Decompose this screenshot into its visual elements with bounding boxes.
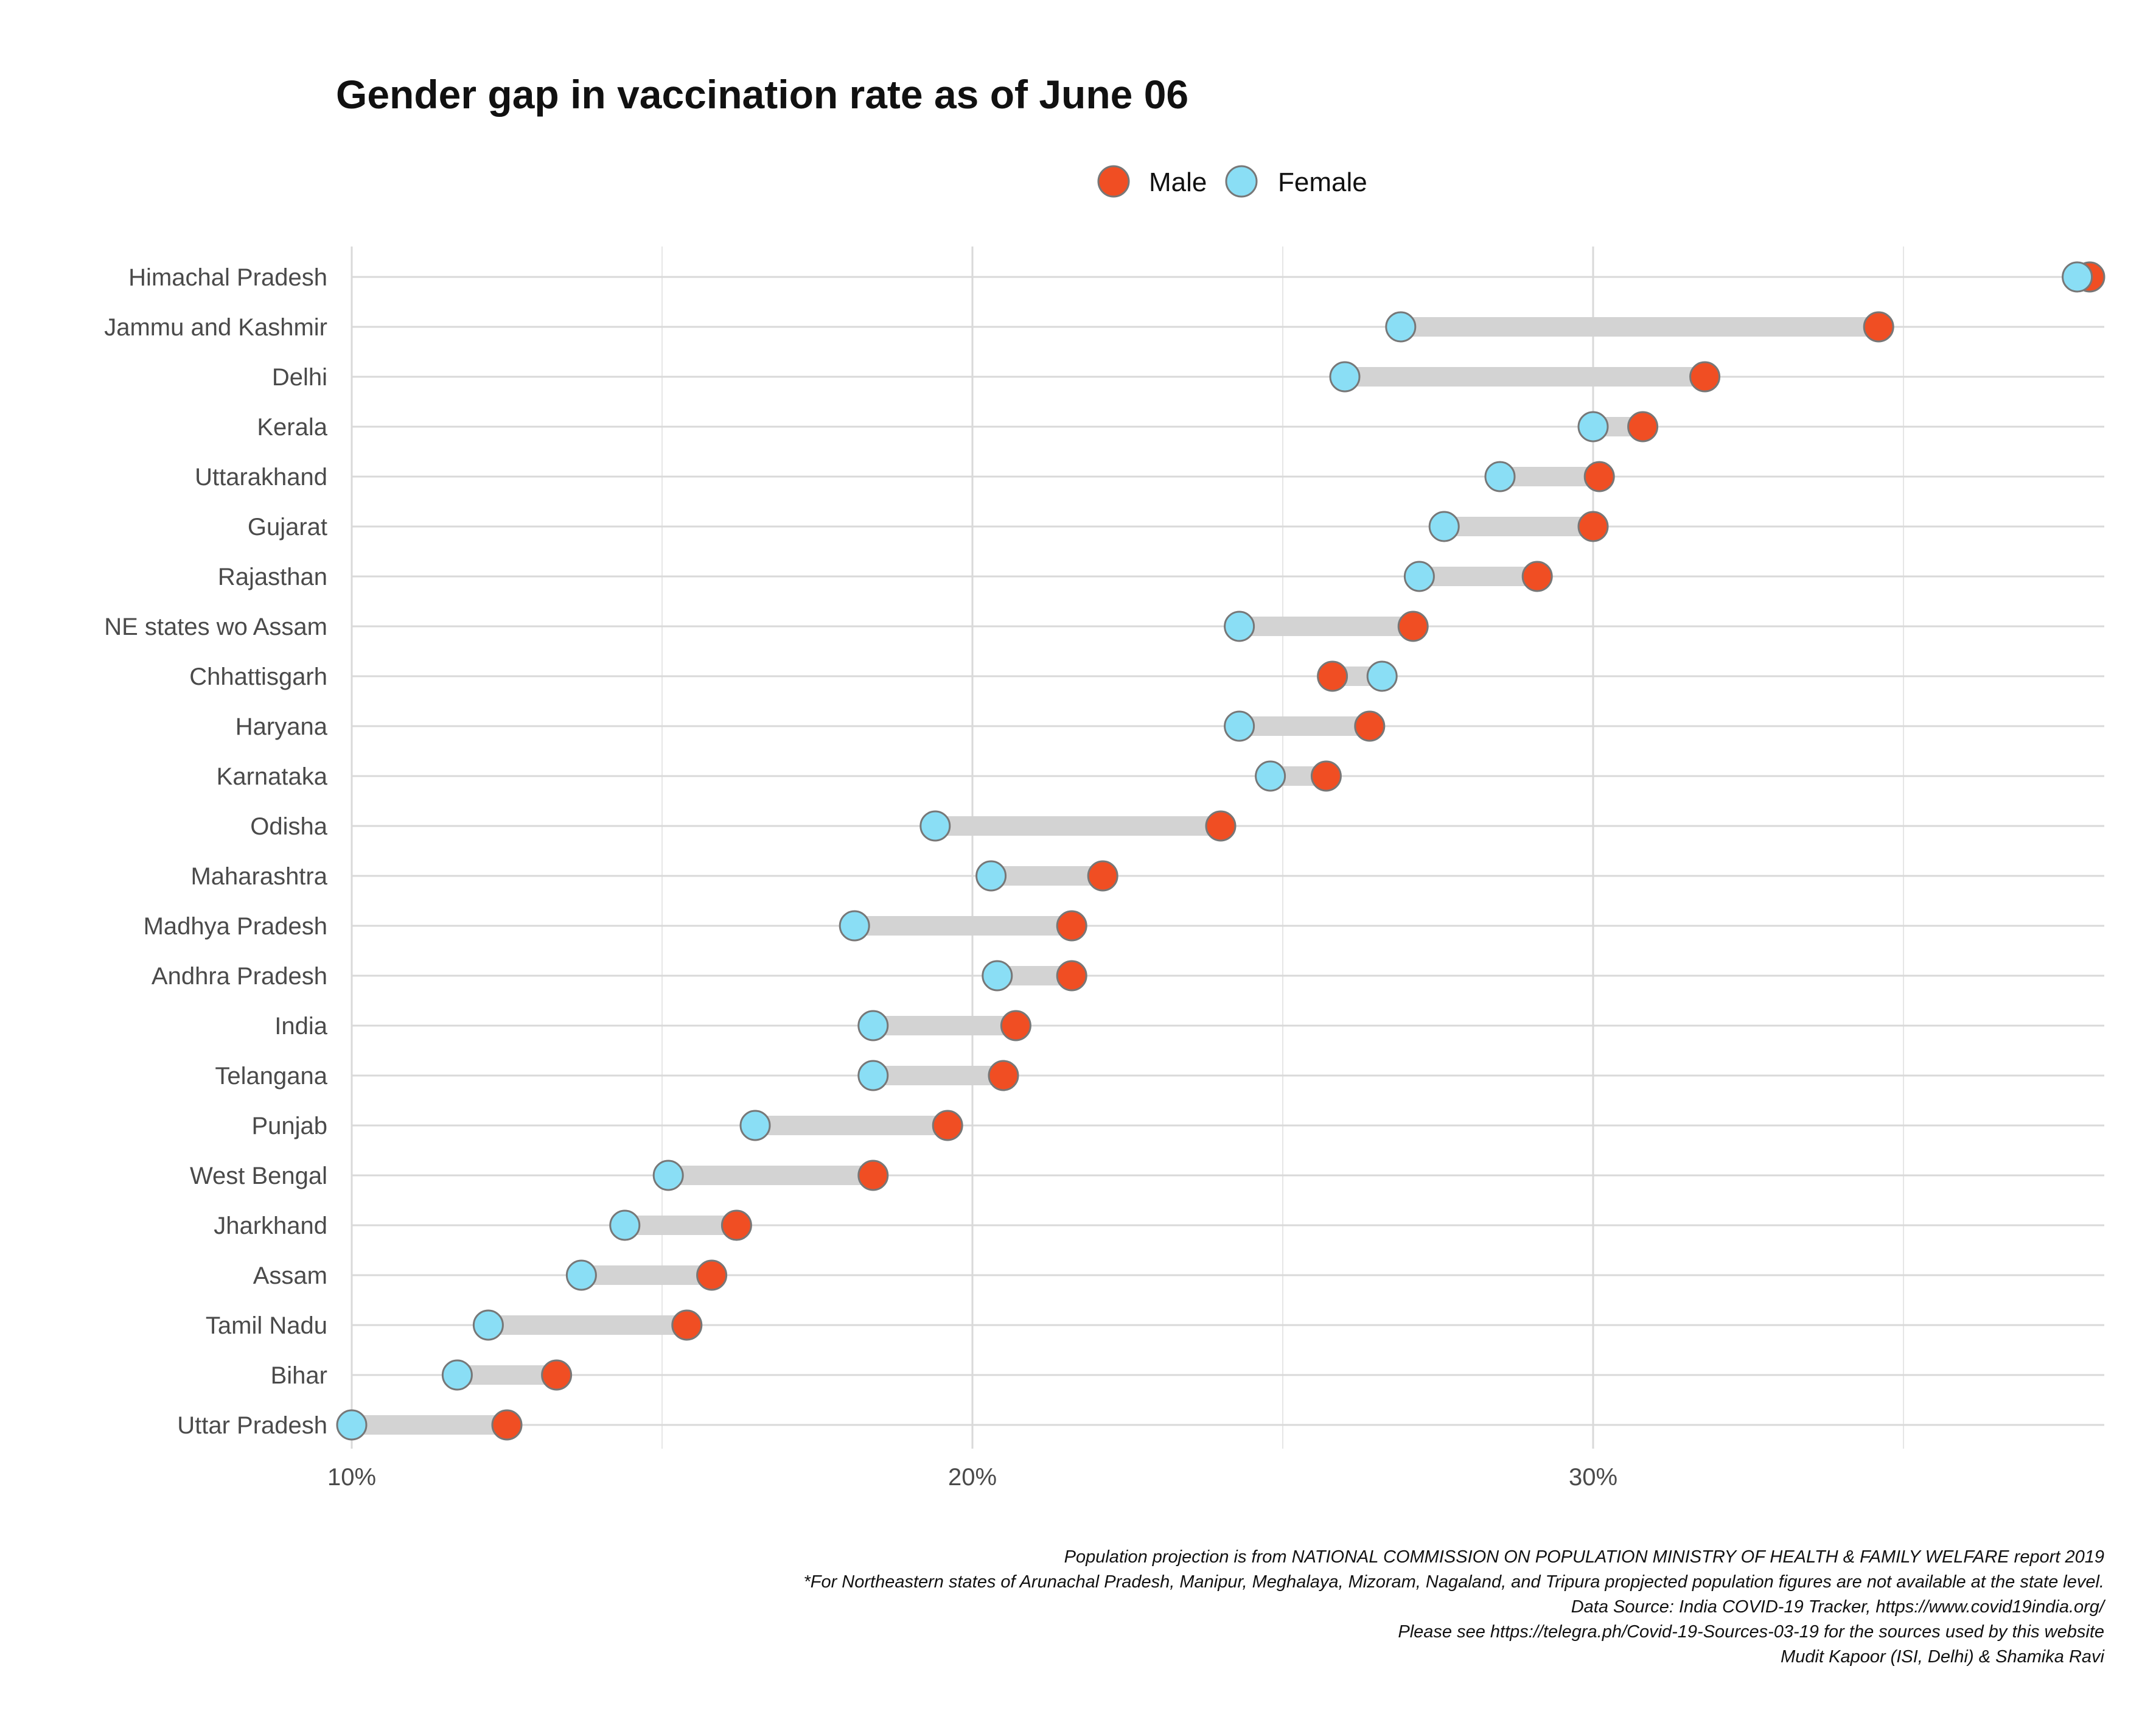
female-point xyxy=(336,1409,368,1441)
category-label: Andhra Pradesh xyxy=(152,963,327,990)
female-point xyxy=(982,960,1013,992)
category-label: Delhi xyxy=(272,364,327,391)
male-point xyxy=(720,1209,752,1241)
footnote-northeast-states: *For Northeastern states of Arunachal Pr… xyxy=(803,1572,2104,1592)
male-point xyxy=(1583,461,1615,492)
category-label: Punjab xyxy=(251,1113,327,1139)
category-label: India xyxy=(274,1013,327,1040)
category-label: West Bengal xyxy=(190,1163,327,1189)
category-label: Himachal Pradesh xyxy=(128,264,327,291)
x-axis-labels: 10% 20% 30% xyxy=(327,1464,1617,1491)
y-axis-labels: Himachal Pradesh Jammu and Kashmir Delhi Ke… xyxy=(104,264,328,1439)
x-tick-label: 30% xyxy=(1569,1464,1617,1491)
female-point xyxy=(1224,710,1255,742)
male-point xyxy=(541,1359,573,1391)
female-point xyxy=(839,910,870,942)
category-label: Haryana xyxy=(235,713,328,740)
footnote-data-source: Data Source: India COVID-19 Tracker, htt… xyxy=(1571,1597,2106,1617)
male-point xyxy=(1863,311,1894,343)
category-label: Maharashtra xyxy=(190,863,327,890)
female-point xyxy=(857,1010,889,1041)
female-point xyxy=(1255,760,1286,792)
female-point xyxy=(919,810,951,842)
female-point xyxy=(1403,561,1435,592)
female-point xyxy=(565,1259,597,1291)
female-point xyxy=(2062,261,2093,293)
legend-male-label: Male xyxy=(1149,167,1207,197)
x-tick-label: 10% xyxy=(327,1464,376,1491)
category-label: Jharkhand xyxy=(214,1212,327,1239)
data-points xyxy=(336,261,2105,1441)
male-point xyxy=(988,1060,1019,1091)
male-point xyxy=(1000,1010,1031,1041)
female-point xyxy=(441,1359,473,1391)
category-label: Karnataka xyxy=(217,763,328,790)
male-point xyxy=(1310,760,1342,792)
female-point xyxy=(652,1160,684,1191)
female-point xyxy=(1385,311,1417,343)
male-point xyxy=(696,1259,728,1291)
male-point xyxy=(932,1110,963,1141)
category-label: Jammu and Kashmir xyxy=(104,314,327,341)
male-point xyxy=(1689,361,1721,393)
male-point xyxy=(1205,810,1237,842)
category-label: Rajasthan xyxy=(218,564,327,590)
female-point xyxy=(975,860,1007,892)
footnote-sources-link: Please see https://telegra.ph/Covid-19-S… xyxy=(1398,1622,2104,1642)
category-label: Uttar Pradesh xyxy=(177,1412,327,1439)
legend-female-label: Female xyxy=(1278,167,1367,197)
male-point xyxy=(857,1160,889,1191)
category-label: NE states wo Assam xyxy=(104,614,327,640)
category-label: Bihar xyxy=(271,1362,327,1389)
chart-title: Gender gap in vaccination rate as of Jun… xyxy=(336,72,1188,117)
female-point xyxy=(1366,660,1398,692)
male-point xyxy=(1056,960,1087,992)
female-point xyxy=(1428,511,1460,542)
female-point xyxy=(1577,411,1609,443)
footnote-population-source: Population projection is from NATIONAL C… xyxy=(1064,1547,2104,1567)
legend-male-swatch xyxy=(1097,165,1130,198)
male-point xyxy=(1317,660,1348,692)
category-label: Telangana xyxy=(215,1063,327,1090)
male-point xyxy=(671,1309,703,1341)
male-point xyxy=(491,1409,523,1441)
female-point xyxy=(739,1110,771,1141)
footnotes: Population projection is from NATIONAL C… xyxy=(803,1547,2105,1667)
female-point xyxy=(1484,461,1516,492)
female-point xyxy=(609,1209,641,1241)
category-label: Chhattisgarh xyxy=(189,663,327,690)
male-point xyxy=(1627,411,1659,443)
category-label: Gujarat xyxy=(248,514,327,541)
male-point xyxy=(1397,611,1429,642)
category-label: Kerala xyxy=(257,414,327,441)
legend-female-swatch xyxy=(1225,165,1258,198)
male-point xyxy=(1521,561,1553,592)
gap-bars xyxy=(352,267,2090,1435)
category-label: Uttarakhand xyxy=(195,464,327,491)
female-point xyxy=(857,1060,889,1091)
female-point xyxy=(1224,611,1255,642)
female-point xyxy=(1329,361,1361,393)
male-point xyxy=(1056,910,1087,942)
category-label: Madhya Pradesh xyxy=(144,913,327,940)
male-point xyxy=(1577,511,1609,542)
x-tick-label: 20% xyxy=(948,1464,997,1491)
category-label: Tamil Nadu xyxy=(206,1312,327,1339)
female-point xyxy=(472,1309,504,1341)
category-label: Assam xyxy=(253,1262,327,1289)
category-label: Odisha xyxy=(250,813,327,840)
footnote-authors: Mudit Kapoor (ISI, Delhi) & Shamika Ravi xyxy=(1781,1647,2105,1667)
male-point xyxy=(1354,710,1386,742)
legend: Male Female xyxy=(1097,165,1367,198)
male-point xyxy=(1087,860,1118,892)
